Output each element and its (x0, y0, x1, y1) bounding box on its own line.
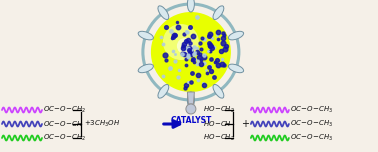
Ellipse shape (213, 6, 224, 20)
Ellipse shape (228, 31, 243, 40)
Ellipse shape (187, 0, 194, 12)
Polygon shape (187, 92, 194, 104)
Text: $OC\!-\!O\!-\!CH_2$: $OC\!-\!O\!-\!CH_2$ (43, 105, 86, 115)
Circle shape (177, 38, 193, 54)
Text: $OC\!-\!O\!-\!CH$: $OC\!-\!O\!-\!CH$ (43, 119, 84, 128)
Ellipse shape (213, 85, 224, 98)
Ellipse shape (158, 6, 169, 20)
Ellipse shape (187, 92, 194, 108)
Text: +: + (241, 119, 249, 129)
Text: $OC\!-\!O\!-\!CH_2$: $OC\!-\!O\!-\!CH_2$ (43, 133, 86, 143)
Text: $OC\!-\!O\!-\!CH_3$: $OC\!-\!O\!-\!CH_3$ (290, 119, 333, 129)
Text: $HO\!-\!CH_2$: $HO\!-\!CH_2$ (203, 133, 235, 143)
Circle shape (163, 24, 199, 60)
Text: CATALYST: CATALYST (170, 116, 212, 125)
Ellipse shape (138, 64, 153, 73)
Circle shape (186, 104, 196, 114)
Text: $OC\!-\!O\!-\!CH_3$: $OC\!-\!O\!-\!CH_3$ (290, 105, 333, 115)
Circle shape (151, 12, 231, 92)
Text: $HO\!-\!CH$: $HO\!-\!CH$ (203, 119, 232, 128)
Text: $+ 3CH_3OH$: $+ 3CH_3OH$ (84, 119, 120, 129)
Ellipse shape (158, 85, 169, 98)
Ellipse shape (228, 64, 243, 73)
Ellipse shape (138, 31, 153, 40)
Text: $OC\!-\!O\!-\!CH_3$: $OC\!-\!O\!-\!CH_3$ (290, 133, 333, 143)
Text: $HO\!-\!CH_2$: $HO\!-\!CH_2$ (203, 105, 235, 115)
